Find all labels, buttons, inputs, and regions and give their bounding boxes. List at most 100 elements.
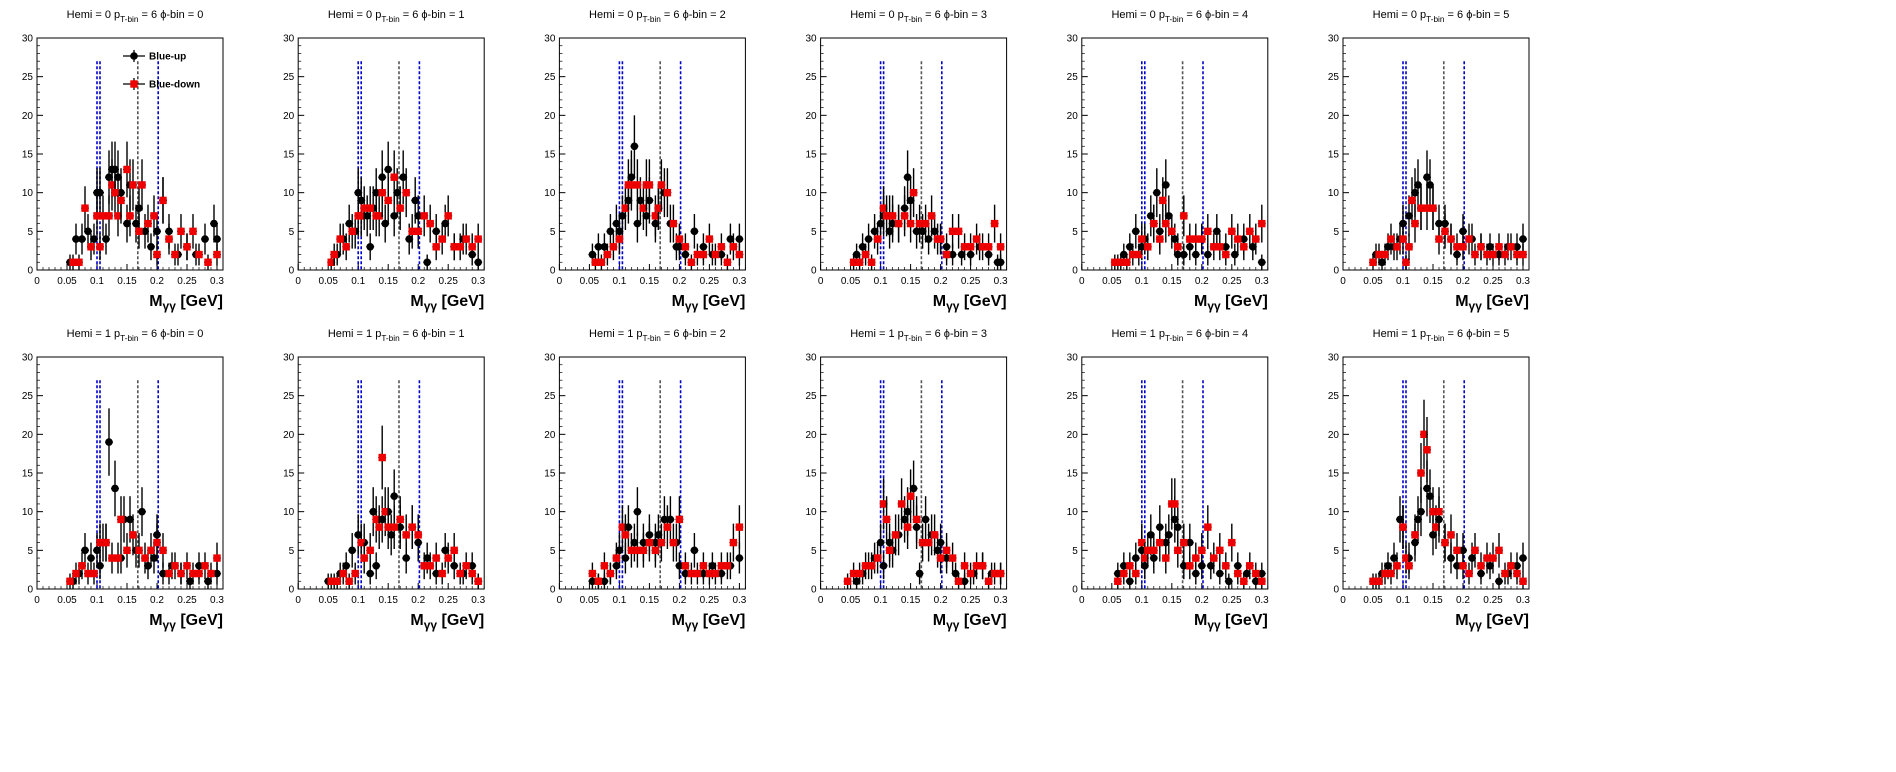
data-point-blue-down xyxy=(327,258,335,266)
data-point-blue-up xyxy=(390,492,399,501)
data-point-blue-down xyxy=(930,531,939,539)
data-point-blue-down xyxy=(675,235,684,243)
data-point-blue-up xyxy=(642,212,651,220)
data-point-blue-down xyxy=(591,258,600,266)
data-point-blue-up xyxy=(204,577,212,586)
y-tick-label: 5 xyxy=(1333,227,1339,238)
panel-title: Hemi = 1 pT-bin = 6 ϕ-bin = 3 xyxy=(850,328,987,343)
y-tick-label: 20 xyxy=(544,111,556,122)
plot-frame xyxy=(1342,37,1530,271)
data-point-blue-down xyxy=(153,250,161,259)
x-tick-label: 0.3 xyxy=(1255,276,1269,287)
data-point-blue-down xyxy=(1234,569,1242,578)
y-tick-label: 0 xyxy=(1072,266,1078,277)
legend-label: Blue-up xyxy=(149,52,186,63)
data-point-blue-up xyxy=(900,515,909,524)
data-point-blue-down xyxy=(189,227,197,236)
x-tick-label: 0.1 xyxy=(90,276,104,287)
data-point-blue-up xyxy=(852,250,861,259)
plot-frame xyxy=(297,37,485,271)
data-point-blue-up xyxy=(903,173,912,181)
data-point-blue-down xyxy=(1423,446,1431,454)
chart-panel-8: Hemi = 1 pT-bin = 6 ϕ-bin = 2 0 5 10 15 20 25 3… xyxy=(544,328,747,632)
y-tick-label: 25 xyxy=(544,72,556,83)
data-point-blue-down xyxy=(711,250,720,259)
y-tick-label: 0 xyxy=(811,585,817,596)
y-tick-label: 30 xyxy=(1067,353,1079,364)
y-tick-label: 0 xyxy=(27,266,33,277)
data-point-blue-down xyxy=(723,258,732,266)
data-point-blue-down xyxy=(333,577,341,585)
data-point-blue-up xyxy=(852,577,861,586)
data-point-blue-down xyxy=(633,181,642,189)
data-point-blue-down xyxy=(1156,538,1164,547)
x-axis-title: Mγγ [GeV] xyxy=(1194,293,1268,313)
x-tick-label: 0.3 xyxy=(994,276,1008,287)
y-tick-label: 15 xyxy=(22,469,34,480)
y-tick-label: 20 xyxy=(1328,430,1340,441)
data-point-blue-down xyxy=(1138,235,1146,243)
x-axis-title: Mγγ [GeV] xyxy=(933,293,1007,313)
data-point-blue-down xyxy=(612,554,621,562)
data-point-blue-up xyxy=(930,227,939,236)
data-point-blue-down xyxy=(1399,235,1407,243)
data-point-blue-up xyxy=(870,227,879,236)
data-point-blue-down xyxy=(1405,562,1413,570)
data-point-blue-up xyxy=(618,212,627,220)
data-point-blue-down xyxy=(1417,204,1425,212)
x-tick-label: 0.15 xyxy=(117,276,137,287)
data-point-blue-down xyxy=(654,204,663,212)
data-point-blue-down xyxy=(144,219,152,228)
x-tick-label: 0.15 xyxy=(901,595,921,606)
x-tick-label: 0.2 xyxy=(1456,276,1470,287)
data-point-blue-up xyxy=(1384,243,1392,251)
y-tick-label: 20 xyxy=(1067,111,1079,122)
x-tick-label: 0.05 xyxy=(1102,595,1122,606)
data-point-blue-down xyxy=(1174,546,1182,555)
data-point-blue-up xyxy=(1258,258,1266,267)
data-point-blue-down xyxy=(1150,546,1158,555)
panel-title: Hemi = 0 pT-bin = 6 ϕ-bin = 4 xyxy=(1111,9,1248,24)
data-point-blue-up xyxy=(1519,554,1527,562)
panel-title: Hemi = 1 pT-bin = 6 ϕ-bin = 5 xyxy=(1373,328,1510,343)
x-tick-label: 0.3 xyxy=(210,276,224,287)
x-tick-label: 0.15 xyxy=(1162,595,1182,606)
data-point-blue-up xyxy=(1378,258,1386,267)
data-point-blue-down xyxy=(75,258,83,266)
x-tick-label: 0.25 xyxy=(177,276,197,287)
data-point-blue-down xyxy=(1489,554,1497,562)
data-point-blue-up xyxy=(948,250,957,259)
data-point-blue-down xyxy=(1234,235,1242,243)
data-point-blue-up xyxy=(201,235,209,243)
data-point-blue-up xyxy=(1396,515,1404,524)
data-point-blue-up xyxy=(123,219,131,228)
data-point-blue-down xyxy=(384,523,392,531)
data-point-blue-down xyxy=(618,523,627,531)
data-point-blue-down xyxy=(675,515,684,524)
data-point-blue-up xyxy=(1414,515,1422,524)
data-point-blue-up xyxy=(1165,212,1173,220)
chart-panel-9: Hemi = 1 pT-bin = 6 ϕ-bin = 3 0 5 10 15 20 25 3… xyxy=(805,328,1008,632)
data-point-blue-down xyxy=(207,569,215,578)
data-point-blue-up xyxy=(654,531,663,539)
data-point-blue-down xyxy=(114,212,122,220)
data-point-blue-down xyxy=(1453,243,1461,251)
data-point-blue-down xyxy=(408,227,416,236)
data-point-blue-down xyxy=(942,250,951,259)
y-tick-label: 0 xyxy=(550,266,556,277)
data-point-blue-down xyxy=(1513,569,1521,578)
x-tick-label: 0 xyxy=(557,595,563,606)
y-tick-label: 15 xyxy=(805,150,817,161)
chart-panel-11: Hemi = 1 pT-bin = 6 ϕ-bin = 5 0 5 10 15 20 25 3… xyxy=(1328,328,1531,632)
data-point-blue-down xyxy=(1393,562,1401,570)
data-point-blue-down xyxy=(1435,507,1443,516)
data-point-blue-down xyxy=(906,492,915,500)
data-point-blue-up xyxy=(675,562,684,570)
x-axis-title: Mγγ [GeV] xyxy=(933,612,1007,632)
data-point-blue-up xyxy=(624,523,633,531)
x-tick-label: 0.3 xyxy=(471,595,485,606)
x-tick-label: 0.25 xyxy=(1483,595,1503,606)
data-point-blue-down xyxy=(729,538,738,547)
data-point-blue-down xyxy=(177,227,185,236)
data-point-blue-down xyxy=(177,569,185,578)
